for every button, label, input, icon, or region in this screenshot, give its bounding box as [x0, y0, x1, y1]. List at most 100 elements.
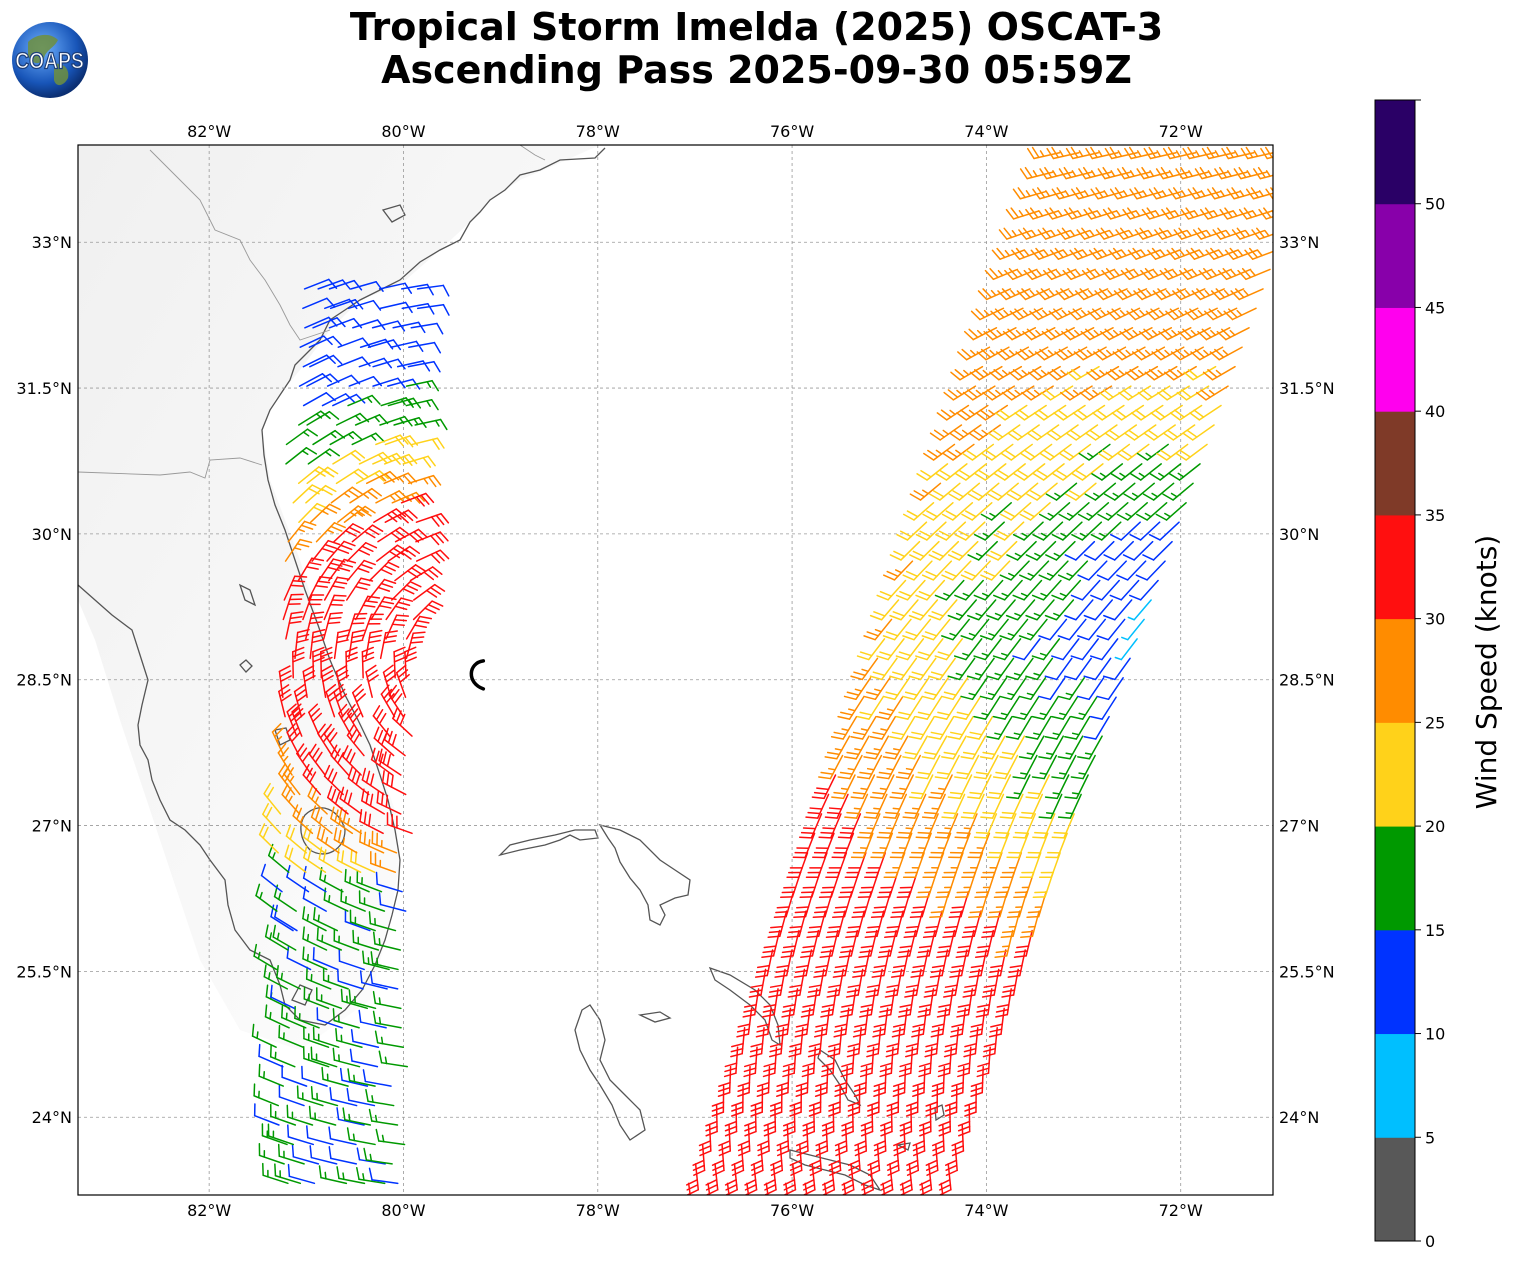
wind-barb: [981, 910, 1002, 939]
wind-barb: [316, 927, 343, 951]
lat-labels-right: 33°N 31.5°N 30°N 28.5°N 27°N 25.5°N 24°N: [1279, 233, 1335, 1127]
wind-barb: [321, 393, 355, 407]
wind-barb: [372, 931, 402, 951]
wind-barb: [811, 774, 837, 800]
wind-barb: [410, 322, 444, 335]
map-frame: [77, 144, 1274, 1196]
wind-barb: [294, 1005, 320, 1029]
wind-barb: [800, 988, 818, 1018]
wind-barb: [306, 410, 340, 426]
wind-barb: [1233, 166, 1267, 180]
wind-barb: [921, 793, 946, 819]
colorbar-bin: [1375, 203, 1415, 308]
wind-barb: [306, 1125, 334, 1146]
wind-barb: [1064, 657, 1092, 681]
wind-barb: [765, 1182, 769, 1195]
wind-barb: [879, 1046, 894, 1078]
wind-barb: [1129, 521, 1161, 541]
wind-barb: [312, 1026, 340, 1048]
wind-barb: [269, 1103, 297, 1126]
wind-barb: [1006, 832, 1030, 859]
wind-barb: [1094, 288, 1128, 301]
wind-barb: [258, 823, 279, 854]
wind-barb: [1123, 482, 1155, 501]
wind-barb: [761, 988, 779, 1018]
wind-barb: [365, 629, 383, 660]
wind-barb: [350, 281, 384, 292]
wind-barb: [303, 986, 330, 1010]
tropical-storm-symbol: [469, 659, 486, 691]
wind-barb: [1116, 560, 1147, 581]
wind-barb: [356, 1167, 386, 1185]
wind-barb: [937, 1046, 953, 1078]
wind-barb: [870, 890, 892, 919]
wind-barb: [963, 1027, 979, 1058]
wind-barb: [878, 988, 896, 1018]
wind-barb: [904, 968, 922, 998]
wind-barb: [837, 813, 862, 839]
wind-barb: [1005, 599, 1036, 621]
wind-barb: [808, 1143, 822, 1176]
wind-barbs: [251, 146, 1273, 1195]
wind-barb: [992, 638, 1022, 661]
wind-barb: [825, 852, 848, 879]
wind-barb: [917, 988, 935, 1018]
wind-barb: [414, 418, 448, 431]
wind-barb: [987, 890, 1009, 919]
wind-barb: [1191, 288, 1225, 301]
wind-barb: [352, 929, 380, 951]
wind-barb: [1059, 443, 1092, 461]
wind-barb: [1103, 540, 1134, 561]
wind-barb: [1013, 929, 1033, 958]
wind-barb: [974, 871, 996, 899]
lon-tick-label-bottom: 82°W: [187, 1201, 231, 1220]
wind-barb: [899, 1163, 913, 1195]
wind-barb: [1057, 793, 1082, 819]
wind-barb: [818, 754, 844, 780]
wind-barb: [1237, 267, 1271, 281]
wind-barb: [1031, 696, 1059, 720]
colorbar-label: Wind Speed (knots): [1470, 535, 1503, 809]
wind-barb: [1012, 579, 1043, 601]
wind-barb: [375, 1128, 406, 1146]
lon-tick-label-top: 74°W: [964, 122, 1008, 141]
wind-barb: [807, 968, 825, 998]
wind-barb: [1083, 657, 1112, 681]
wind-barb: [1189, 404, 1222, 421]
wind-barb: [761, 929, 781, 958]
wind-barb: [287, 520, 317, 543]
wind-barb: [895, 638, 925, 661]
wind-barb: [863, 735, 890, 760]
wind-barb: [806, 910, 827, 939]
wind-barb: [966, 715, 994, 740]
wind-barb: [935, 521, 967, 541]
wind-barb: [404, 646, 417, 679]
wind-barb: [981, 443, 1014, 461]
wind-barb: [285, 824, 308, 854]
wind-barb: [1223, 307, 1257, 321]
lat-tick-label-right: 31.5°N: [1279, 379, 1335, 398]
wind-barb: [922, 910, 943, 939]
wind-barb: [947, 715, 974, 740]
wind-barb: [302, 865, 327, 893]
wind-barb: [393, 646, 407, 679]
wind-barb: [973, 696, 1001, 720]
wind-barb: [1161, 207, 1195, 220]
wind-barb: [350, 849, 376, 873]
wind-barb: [877, 871, 899, 899]
wind-barb: [880, 1163, 894, 1195]
wind-barb: [986, 832, 1010, 859]
lon-labels-top: 82°W 80°W 78°W 76°W 74°W 72°W: [187, 122, 1203, 141]
wind-barb: [941, 618, 970, 641]
wind-barb: [961, 910, 982, 939]
wind-barb: [1025, 207, 1059, 220]
wind-barb: [889, 540, 921, 561]
wind-barb: [1077, 618, 1106, 641]
wind-barb: [307, 448, 341, 465]
wind-barb: [376, 790, 402, 815]
wind-barb: [1078, 443, 1111, 461]
wind-barb: [837, 754, 863, 780]
wind-barb: [1130, 463, 1162, 481]
wind-barb: [863, 793, 888, 819]
wind-barb: [775, 1007, 792, 1038]
